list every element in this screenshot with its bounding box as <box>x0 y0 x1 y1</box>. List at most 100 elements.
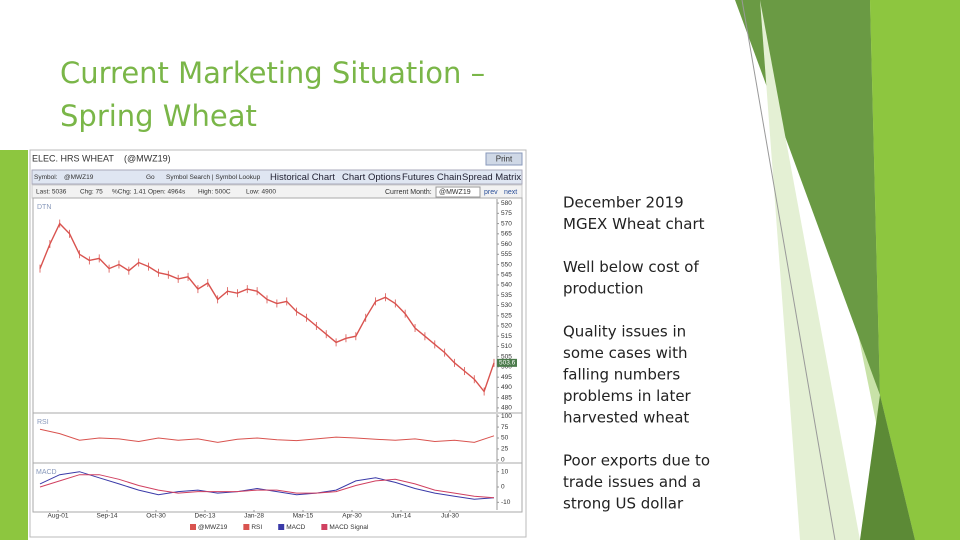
y-tick-label: 505 <box>501 353 512 360</box>
toolbar-item[interactable]: Historical Chart <box>270 172 335 183</box>
y-tick-label: 580 <box>501 200 512 207</box>
y-tick-label: -10 <box>501 499 511 506</box>
plot-frame <box>32 197 523 513</box>
toolbar-item[interactable]: Futures Chain <box>402 172 462 183</box>
title-line: Spring Wheat <box>60 99 257 133</box>
prev-link[interactable]: prev <box>484 189 498 196</box>
toolbar-item[interactable]: Go <box>146 174 155 181</box>
x-tick-label: Jul-30 <box>441 513 459 520</box>
legend-label: MACD <box>286 524 305 531</box>
y-tick-label: 530 <box>501 302 512 309</box>
legend-swatch <box>321 524 328 530</box>
y-tick-label: 520 <box>501 323 512 330</box>
toolbar-item[interactable]: Spread Matrix <box>462 172 521 183</box>
toolbar-item[interactable]: Chart <box>342 172 366 183</box>
y-tick-label: 0 <box>501 484 505 491</box>
bullet-line: December 2019 <box>563 194 684 212</box>
y-tick-label: 510 <box>501 343 512 350</box>
toolbar-items: Symbol: @MWZ19 Go Symbol Search | Symbol Lo… <box>34 172 521 183</box>
bullet-line: Quality issues in <box>563 323 686 341</box>
y-tick-label: 560 <box>501 241 512 248</box>
y-tick-label: 545 <box>501 271 512 278</box>
last-price-label: 503.6 <box>499 360 516 367</box>
bullet-line: trade issues and a <box>563 473 701 491</box>
x-tick-label: Sep-14 <box>97 513 118 520</box>
x-tick-label: Aug-01 <box>48 513 69 520</box>
bullet-line: Poor exports due to <box>563 452 710 470</box>
decor <box>870 0 960 540</box>
info-item: Open: 4964s <box>148 189 186 196</box>
bullet-line: production <box>563 280 644 298</box>
legend-swatch <box>190 524 196 530</box>
panel-label: DTN <box>37 204 51 211</box>
title-line: Current Marketing Situation – <box>60 56 485 90</box>
y-tick-label: 515 <box>501 333 512 340</box>
y-tick-label: 550 <box>501 261 512 268</box>
next-link[interactable]: next <box>504 189 517 196</box>
panel-label: MACD <box>36 469 57 476</box>
x-tick-label: Mar-15 <box>293 513 314 520</box>
y-tick-label: 0 <box>501 457 505 464</box>
toolbar-item[interactable]: Symbol Search | Symbol Lookup <box>166 174 261 181</box>
panel-label: RSI <box>37 419 49 426</box>
decor-line <box>741 0 836 540</box>
decor <box>860 395 915 540</box>
x-tick-label: Oct-30 <box>146 513 166 520</box>
info-item: High: 500C <box>198 189 231 196</box>
info-item: Low: 4900 <box>246 189 276 196</box>
y-tick-label: 485 <box>501 394 512 401</box>
info-items: Last: 5036 Chg: 75 %Chg: 1.41 Open: 4964s Hi… <box>36 189 276 196</box>
y-tick-label: 495 <box>501 374 512 381</box>
bullet-line: problems in later <box>563 387 692 405</box>
series-line <box>39 474 495 499</box>
y-tick-label: 500 <box>501 364 512 371</box>
y-tick-label: 75 <box>501 424 509 431</box>
month-value: @MWZ19 <box>439 189 471 196</box>
instrument-name: ELEC. HRS WHEAT <box>32 153 114 163</box>
month-select[interactable] <box>435 186 481 198</box>
y-tick-label: 480 <box>501 405 512 412</box>
y-tick-label: 565 <box>501 231 512 238</box>
legend-label: MACD Signal <box>329 524 369 531</box>
y-tick-label: 555 <box>501 251 512 258</box>
decor <box>760 0 860 540</box>
y-tick-label: 525 <box>501 312 512 319</box>
x-tick-label: Jun-14 <box>391 513 411 520</box>
info-item: %Chg: 1.41 <box>112 189 146 196</box>
y-tick-label: 575 <box>501 210 512 217</box>
y-tick-label: 535 <box>501 292 512 299</box>
bullet-line: falling numbers <box>563 366 680 384</box>
series-line <box>39 428 495 443</box>
y-tick-label: 50 <box>501 435 509 442</box>
print-button[interactable] <box>485 152 523 166</box>
x-tick-label: Dec-13 <box>195 513 216 520</box>
bullet-line: Well below cost of <box>563 258 699 276</box>
last-price-box <box>497 358 517 367</box>
legend-swatch <box>243 524 250 530</box>
bullet-line: strong US dollar <box>563 495 684 513</box>
instrument-symbol: (@MWZ19) <box>124 153 171 163</box>
y-tick-label: 25 <box>501 446 509 453</box>
toolbar-item[interactable]: @MWZ19 <box>64 174 94 181</box>
toolbar-item[interactable]: Symbol: <box>34 174 58 181</box>
bullets: December 2019 MGEX Wheat chart Well below … <box>563 194 710 513</box>
bullet-line: some cases with <box>563 344 688 362</box>
y-tick-label: 490 <box>501 384 512 391</box>
y-tick-label: 10 <box>501 468 509 475</box>
info-item: Last: 5036 <box>36 189 67 196</box>
plot: DTN 580 575 570 565 560 555 550 545 540 535 530 525 5… <box>33 199 522 531</box>
toolbar-item[interactable]: Options <box>368 172 401 183</box>
info-item: Chg: 75 <box>80 189 103 196</box>
x-tick-label: Jan-28 <box>244 513 264 520</box>
decor <box>0 150 28 540</box>
bullet-line: harvested wheat <box>563 409 689 427</box>
y-tick-label: 570 <box>501 220 512 227</box>
legend-label: @MWZ19 <box>198 524 228 531</box>
legend-label: RSI <box>251 524 262 531</box>
month-label: Current Month: <box>385 189 432 196</box>
x-tick-label: Apr-30 <box>342 513 362 520</box>
toolbar <box>31 169 523 185</box>
y-tick-label: 100 <box>501 413 512 420</box>
y-tick-label: 540 <box>501 282 512 289</box>
legend-swatch <box>278 524 285 530</box>
